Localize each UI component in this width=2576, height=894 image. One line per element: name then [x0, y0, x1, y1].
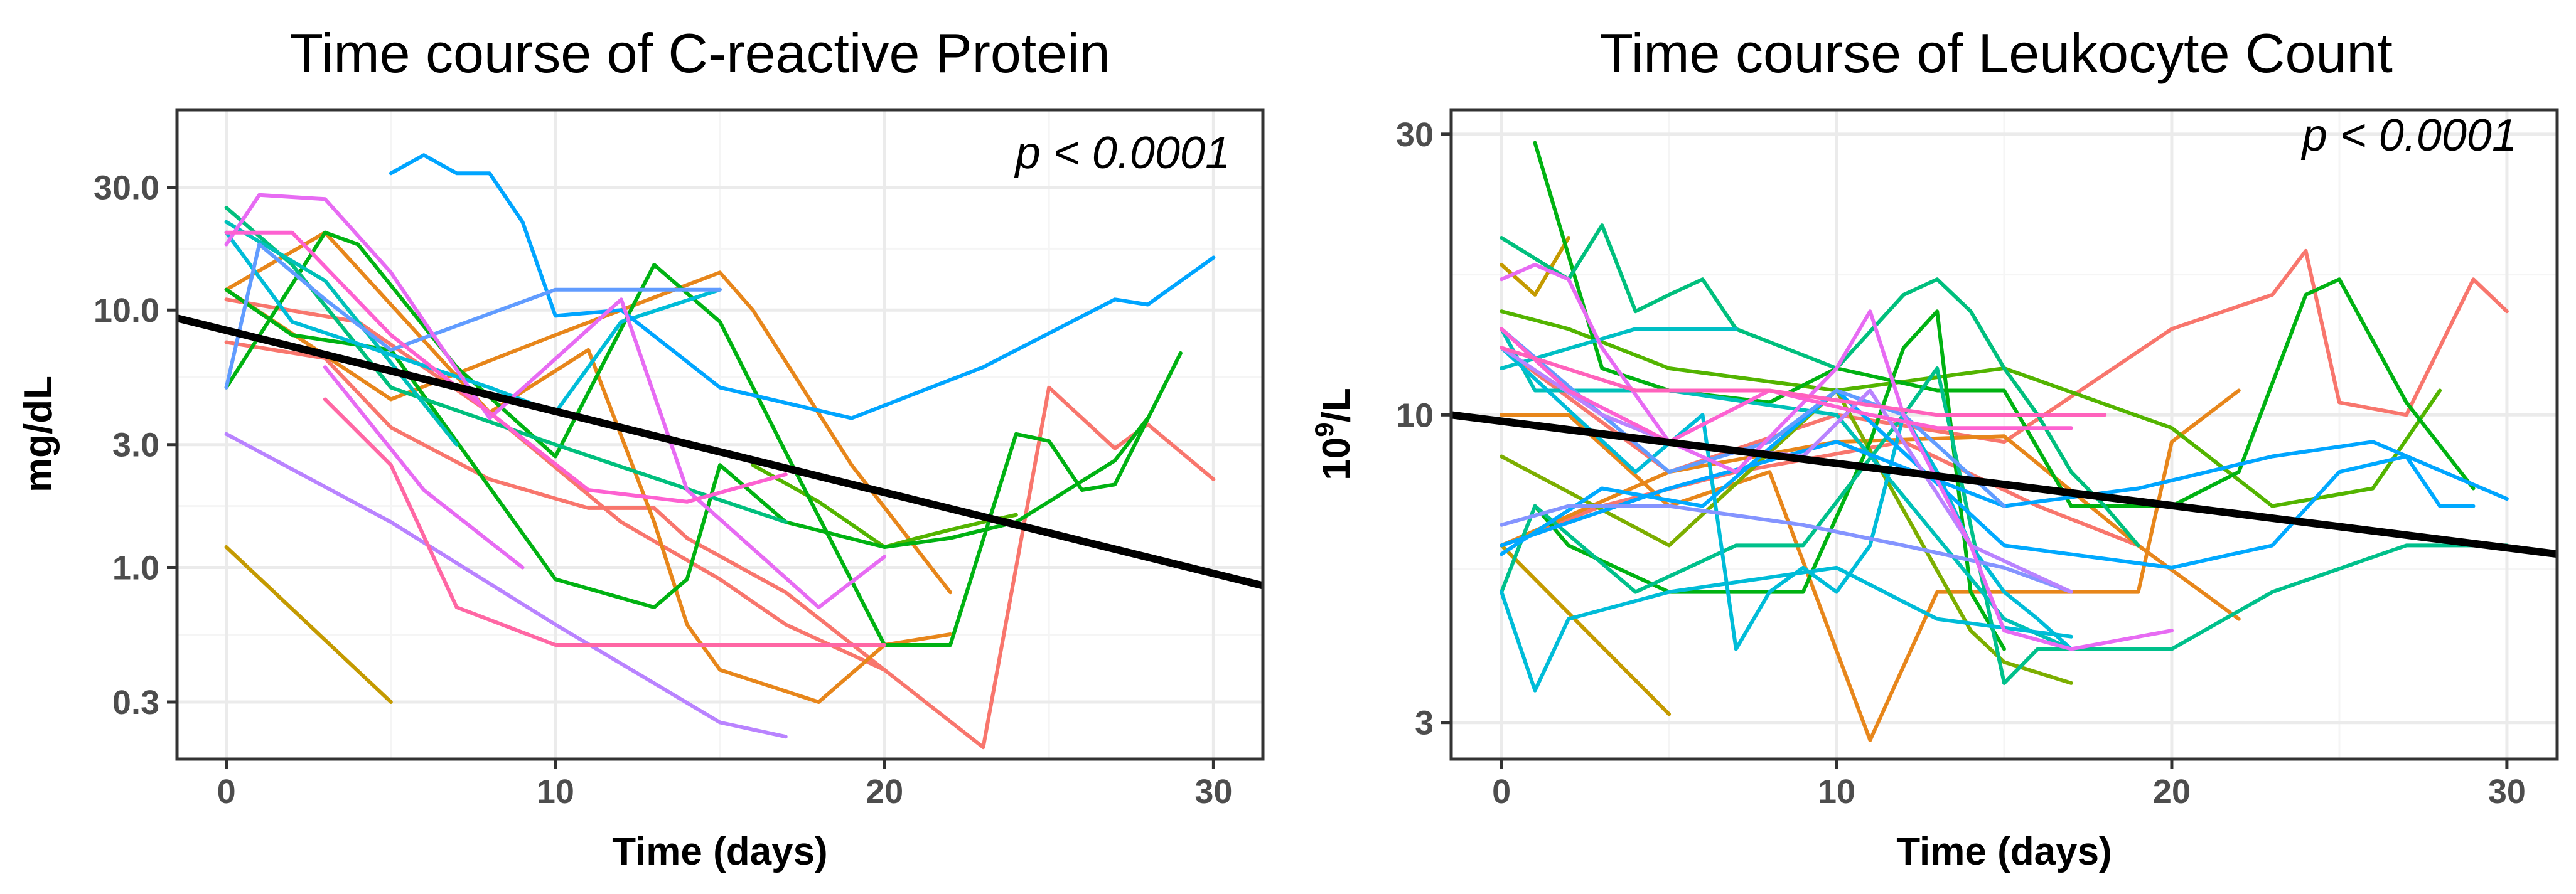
leukocyte-y-tick-label: 10: [1396, 396, 1434, 434]
leukocyte-x-tick-label: 20: [2153, 773, 2191, 811]
crp-chart-title: Time course of C-reactive Protein: [289, 22, 1110, 84]
leukocyte-series-line-11: [1500, 223, 2140, 548]
leukocyte-trend-line: [1451, 411, 2558, 558]
crp-series-line-1: [224, 340, 1216, 750]
leukocyte-series-lines: [1500, 141, 2509, 742]
crp-y-tick-label: 30.0: [94, 169, 159, 206]
leukocyte-series-line-24: [1500, 346, 2107, 417]
crp-series-line-7: [224, 230, 1183, 647]
leukocyte-series-line-18: [1500, 388, 2476, 570]
leukocyte-x-tick-label: 0: [1492, 773, 1511, 811]
leukocyte-x-axis-title: Time (days): [1896, 830, 2112, 873]
leukocyte-plot-border: [1449, 108, 2559, 761]
crp-series-line-4: [224, 230, 952, 704]
crp-y-tick-label: 3.0: [112, 427, 159, 464]
leukocyte-chart-title: Time course of Leukocyte Count: [1599, 22, 2393, 84]
leukocyte-series-line-6: [1500, 543, 1672, 716]
crp-series-line-5: [224, 545, 393, 704]
leukocyte-series-line-3: [1500, 388, 2241, 742]
crp-series-line-14: [224, 432, 788, 739]
leukocyte-y-axis-title-base: 10: [1315, 437, 1358, 481]
crp-y-tick-label: 1.0: [112, 549, 159, 587]
leukocyte-series-line-22: [1500, 262, 2174, 651]
leukocyte-series-line-20: [1500, 504, 2073, 594]
crp-series-line-15: [323, 365, 525, 570]
crp-axis-ticks: 0 10 20 30 0.3 1.0 3.0 10.0 30.0: [94, 169, 1233, 811]
crp-y-tick-label: 0.3: [112, 684, 159, 721]
leukocyte-series-line-15: [1500, 565, 2073, 693]
crp-x-tick-label: 20: [866, 773, 903, 811]
leukocyte-chart: Time course of Leukocyte Count 0 10 20 30 3 1…: [1309, 22, 2559, 873]
crp-x-tick-label: 0: [217, 773, 236, 811]
leukocyte-y-tick-label: 3: [1415, 705, 1434, 742]
crp-y-tick-label: 10.0: [94, 292, 159, 329]
leukocyte-series-line-2: [1500, 440, 2140, 548]
leukocyte-x-tick-label: 30: [2488, 773, 2526, 811]
crp-regression-line: [176, 314, 1264, 590]
crp-series-lines: [224, 153, 1216, 750]
leukocyte-series-line-4: [1500, 434, 2241, 621]
leukocyte-axis-ticks: 0 10 20 30 3 10 30: [1396, 116, 2526, 811]
crp-x-tick-label: 30: [1194, 773, 1232, 811]
leukocyte-p-value-annotation: p < 0.0001: [2301, 110, 2517, 161]
leukocyte-series-line-12: [1500, 366, 2509, 685]
crp-p-value-annotation: p < 0.0001: [1014, 128, 1230, 178]
crp-plot-border: [175, 108, 1265, 761]
leukocyte-series-line-7: [1500, 388, 2073, 685]
crp-series-line-6: [751, 463, 1018, 549]
leukocyte-y-tick-label: 30: [1396, 116, 1434, 154]
crp-series-line-10: [224, 220, 459, 447]
crp-series-line-3: [224, 270, 952, 595]
leukocyte-regression-line: [1451, 411, 2558, 558]
crp-x-axis-title: Time (days): [612, 830, 827, 873]
crp-series-line-13: [224, 242, 722, 390]
crp-y-axis-title: mg/dL: [17, 376, 60, 492]
leukocyte-series-line-17: [1500, 440, 2509, 548]
crp-series-line-12: [389, 153, 1216, 420]
leukocyte-y-axis-title-exponent: 9: [1309, 422, 1339, 437]
leukocyte-y-axis-title-unit: /L: [1315, 388, 1358, 422]
leukocyte-series-line-16: [1500, 346, 2073, 651]
crp-series-line-16: [224, 193, 887, 609]
crp-gridlines: [177, 110, 1263, 759]
crp-series-line-18: [323, 397, 887, 647]
leukocyte-series-line-13: [1500, 327, 2073, 651]
crp-series-line-17: [224, 230, 788, 504]
crp-trend-line: [176, 314, 1264, 590]
leukocyte-series-line-14: [1500, 327, 1738, 370]
crp-series-line-9: [224, 206, 788, 524]
crp-x-tick-label: 10: [537, 773, 574, 811]
leukocyte-y-axis-title: 109/L: [1309, 388, 1358, 480]
leukocyte-x-tick-label: 10: [1818, 773, 1855, 811]
crp-chart: Time course of C-reactive Protein 0 10 20 3…: [17, 22, 1265, 873]
